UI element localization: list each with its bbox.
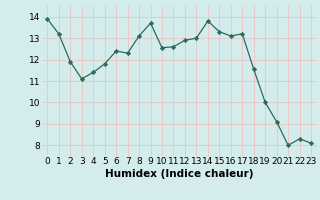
X-axis label: Humidex (Indice chaleur): Humidex (Indice chaleur) <box>105 169 253 179</box>
